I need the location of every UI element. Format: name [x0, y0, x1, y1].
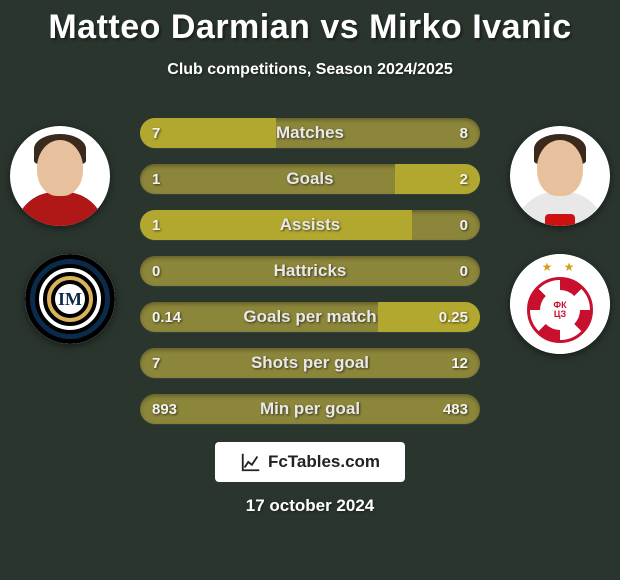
- stat-row: 0Hattricks0: [140, 256, 480, 286]
- comparison-card: Matteo Darmian vs Mirko Ivanic Club comp…: [0, 0, 620, 580]
- page-title: Matteo Darmian vs Mirko Ivanic: [0, 0, 620, 47]
- site-logo: FcTables.com: [215, 442, 405, 482]
- stats-area: 7Matches81Goals21Assists00Hattricks00.14…: [0, 118, 620, 424]
- site-name: FcTables.com: [268, 452, 380, 472]
- stat-value-right: 0.25: [439, 302, 468, 332]
- stat-row: 7Shots per goal12: [140, 348, 480, 378]
- stat-row: 7Matches8: [140, 118, 480, 148]
- stat-label: Min per goal: [140, 394, 480, 424]
- stat-label: Shots per goal: [140, 348, 480, 378]
- stat-row: 1Goals2: [140, 164, 480, 194]
- stat-label: Goals: [140, 164, 480, 194]
- stat-row: 1Assists0: [140, 210, 480, 240]
- stats-bars: 7Matches81Goals21Assists00Hattricks00.14…: [140, 118, 480, 424]
- stat-label: Hattricks: [140, 256, 480, 286]
- stat-value-right: 0: [460, 210, 468, 240]
- stat-row: 893Min per goal483: [140, 394, 480, 424]
- stat-value-right: 483: [443, 394, 468, 424]
- page-subtitle: Club competitions, Season 2024/2025: [0, 61, 620, 79]
- stat-value-right: 8: [460, 118, 468, 148]
- chart-icon: [240, 451, 262, 473]
- stat-value-right: 2: [460, 164, 468, 194]
- stat-value-right: 0: [460, 256, 468, 286]
- footer-date: 17 october 2024: [0, 496, 620, 516]
- stat-value-right: 12: [451, 348, 468, 378]
- stat-label: Assists: [140, 210, 480, 240]
- stat-row: 0.14Goals per match0.25: [140, 302, 480, 332]
- stat-label: Matches: [140, 118, 480, 148]
- stat-label: Goals per match: [140, 302, 480, 332]
